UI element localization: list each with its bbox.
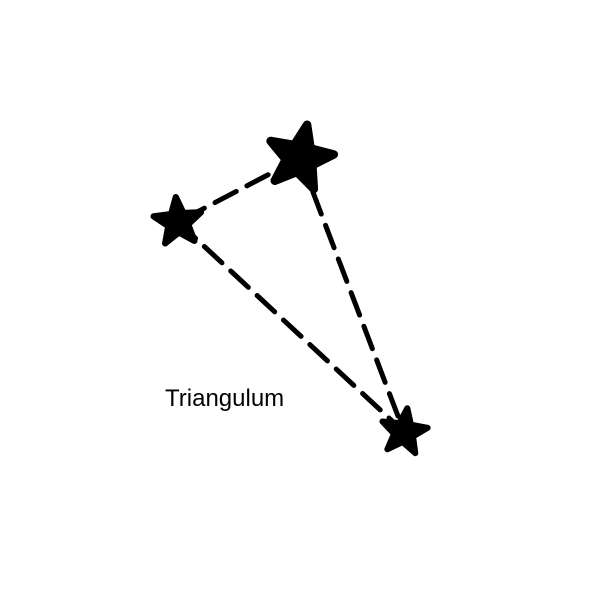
star-icon bbox=[271, 125, 334, 189]
constellation-edge bbox=[300, 158, 404, 432]
star-icon bbox=[382, 408, 427, 453]
constellation-label: Triangulum bbox=[165, 385, 284, 413]
constellation-diagram bbox=[0, 0, 600, 600]
star-icon bbox=[154, 197, 201, 243]
